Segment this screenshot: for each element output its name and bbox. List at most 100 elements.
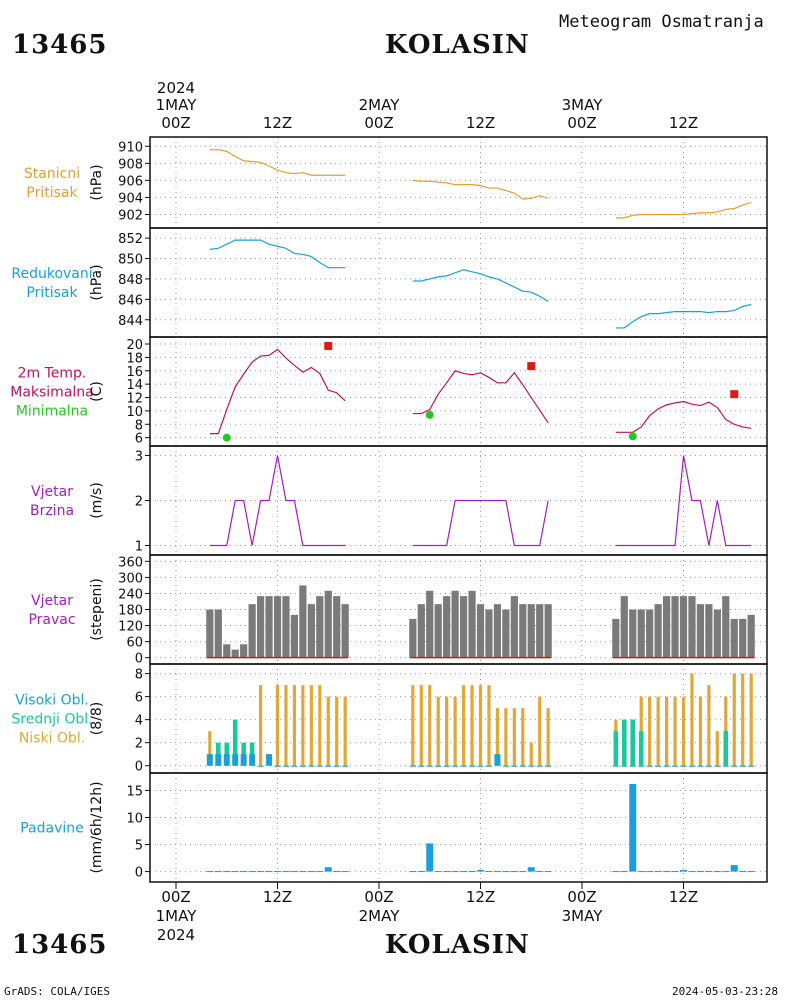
data-series-line [209, 239, 346, 269]
panel-title-line: Pritisak [26, 285, 78, 301]
wind-direction-bar [451, 590, 459, 658]
wind-direction-bar [730, 618, 738, 658]
max-temp-marker [324, 342, 333, 351]
wind-direction-bar [468, 590, 476, 658]
cloud-cover-bar [266, 754, 273, 766]
cloud-cover-bar [612, 765, 619, 767]
y-tick-label: 3 [135, 450, 143, 465]
cloud-cover-bar [621, 719, 627, 766]
wind-direction-bar [612, 618, 620, 658]
cloud-cover-bar [705, 765, 712, 767]
wind-direction-bar [493, 604, 502, 658]
wind-direction-bar [662, 596, 671, 658]
cloud-cover-bar [460, 765, 467, 767]
min-temp-marker [425, 410, 434, 419]
wind-direction-bar [646, 609, 654, 658]
data-series-line [209, 348, 346, 435]
wind-direction-bar [510, 596, 518, 658]
cloud-cover-bar [512, 708, 516, 766]
panel-title-line: Visoki Obl. [15, 693, 89, 709]
panel-title-line: Niski Obl. [19, 731, 85, 747]
cloud-cover-bar [461, 685, 466, 766]
cloud-cover-bar [335, 696, 339, 766]
time-tick-label-bottom: 12Z [466, 888, 495, 906]
y-tick-label: 16 [126, 365, 143, 380]
panel-title-line: Vjetar [31, 484, 73, 500]
data-series-line [615, 400, 752, 433]
cloud-cover-bar [419, 685, 423, 766]
cloud-cover-bar [648, 696, 652, 766]
y-tick-label: 844 [118, 314, 143, 329]
wind-direction-bar [248, 604, 256, 658]
precipitation-bar [705, 871, 713, 873]
wind-direction-bar [688, 596, 696, 658]
precipitation-bar [324, 867, 332, 872]
cloud-cover-bar [680, 765, 687, 767]
cloud-cover-bar [504, 708, 508, 766]
time-tick-label-top: 00Z [567, 114, 596, 132]
precipitation-bar [426, 843, 434, 872]
panel-title-line: Vjetar [31, 593, 73, 609]
precipitation-bar [663, 871, 671, 873]
data-series-line [615, 455, 752, 547]
cloud-cover-bar [258, 685, 263, 766]
panel-title-line: Srednji Obl. [11, 712, 92, 728]
precipitation-bar [231, 871, 239, 873]
data-series-line [412, 269, 549, 302]
cloud-cover-bar [445, 696, 449, 766]
precipitation-bar [493, 871, 501, 873]
precipitation-bar [629, 783, 637, 872]
max-temp-marker [527, 362, 536, 371]
cloud-cover-bar [333, 765, 340, 767]
y-axis-unit-label: (m/s) [89, 482, 105, 519]
max-temp-marker [730, 390, 739, 399]
cloud-cover-bar [292, 685, 297, 766]
precipitation-bar [434, 871, 442, 873]
panel-frame [149, 772, 768, 883]
precipitation-bar [257, 871, 265, 873]
wind-direction-bar [713, 609, 721, 658]
wind-direction-bar [417, 604, 425, 658]
station-id-top: 13465 [12, 30, 108, 60]
cloud-cover-bar [638, 731, 644, 766]
time-tick-label-bottom: 12Z [669, 888, 698, 906]
cloud-cover-bar [723, 731, 729, 766]
wind-direction-bar [654, 604, 662, 658]
panel-title-line: Stanicni [24, 166, 80, 182]
wind-direction-bar [443, 596, 451, 658]
wind-direction-bar [409, 618, 417, 658]
y-tick-label: 240 [118, 587, 143, 602]
cloud-cover-bar [428, 685, 432, 766]
y-tick-label: 360 [118, 555, 143, 570]
cloud-cover-bar [545, 765, 552, 767]
y-axis-unit-label: (hPa) [89, 264, 105, 300]
wind-direction-bar [299, 585, 307, 658]
cloud-cover-bar [630, 719, 636, 766]
cloud-cover-bar [538, 696, 542, 766]
y-tick-label: 850 [118, 253, 143, 268]
cloud-cover-bar [318, 685, 322, 766]
y-tick-label: 0 [135, 652, 143, 667]
precipitation-bar [417, 871, 425, 873]
cloud-cover-bar [688, 765, 695, 767]
precipitation-bar [307, 871, 315, 873]
cloud-cover-bar [469, 765, 476, 767]
precipitation-bar [214, 871, 222, 873]
precipitation-bar [240, 871, 248, 873]
y-tick-label: 2 [135, 737, 143, 752]
timestamp-label: 2024-05-03-23:28 [672, 985, 778, 998]
precipitation-bar [468, 871, 476, 873]
panel-title-line: Brzina [30, 503, 74, 519]
wind-direction-bar [231, 649, 239, 658]
y-tick-label: 902 [118, 208, 143, 223]
panel-frame [149, 227, 768, 338]
cloud-cover-bar [249, 754, 256, 766]
cloud-cover-bar [536, 765, 543, 767]
precipitation-bar [612, 871, 620, 873]
precipitation-bar [510, 871, 518, 873]
wind-direction-bar [459, 596, 468, 658]
cloud-cover-bar [638, 765, 645, 767]
data-series-line [615, 303, 752, 329]
precipitation-bar [536, 871, 544, 873]
year-label-bottom: 2024 [157, 926, 195, 944]
